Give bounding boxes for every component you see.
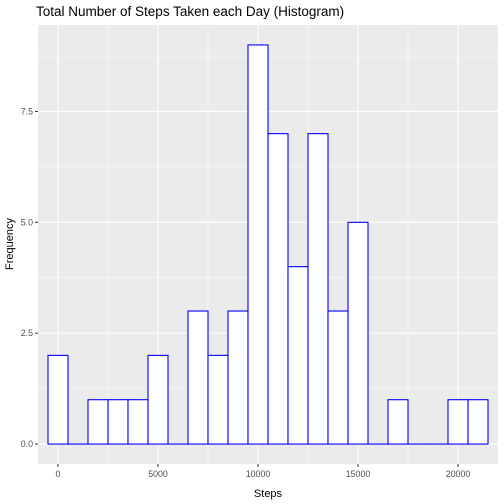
y-tick-label: 0.0: [21, 439, 33, 449]
y-axis-ticks: 0.0 2.5 5.0 7.5: [21, 106, 38, 449]
y-axis-title: Frequency: [4, 218, 16, 270]
chart-title: Total Number of Steps Taken each Day (Hi…: [36, 4, 344, 19]
histogram-bar: [247, 44, 269, 445]
histogram-bar: [87, 399, 109, 445]
histogram-bar: [447, 399, 469, 445]
histogram-bar: [347, 221, 369, 445]
y-tick-label: 5.0: [21, 217, 33, 227]
histogram-bar: [287, 266, 309, 445]
y-tick-label: 2.5: [21, 328, 33, 338]
x-tick-label: 0: [56, 469, 61, 479]
histogram-bar: [127, 399, 149, 445]
x-axis-title: Steps: [254, 488, 283, 500]
histogram-bar: [267, 133, 289, 445]
histogram-bar: [187, 310, 209, 445]
histogram-bar: [47, 354, 69, 445]
x-axis-ticks: 0 5000 10000 15000 20000: [56, 464, 471, 479]
histogram-bar: [467, 399, 489, 445]
histogram-bar: [327, 310, 349, 445]
histogram-bar: [207, 354, 229, 445]
histogram-bar: [307, 133, 329, 445]
x-tick-label: 20000: [446, 469, 471, 479]
histogram-bar: [107, 399, 129, 445]
histogram-bar: [147, 354, 169, 445]
x-tick-label: 15000: [346, 469, 371, 479]
histogram-bar: [387, 399, 409, 445]
y-tick-label: 7.5: [21, 106, 33, 116]
histogram-bars: [47, 44, 489, 445]
x-tick-label: 10000: [246, 469, 271, 479]
x-tick-label: 5000: [148, 469, 168, 479]
histogram-bar: [227, 310, 249, 445]
